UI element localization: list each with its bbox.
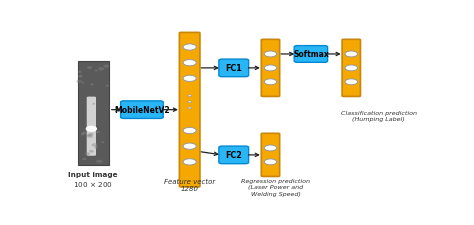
Circle shape	[345, 52, 357, 58]
Circle shape	[86, 153, 90, 155]
Circle shape	[95, 148, 97, 149]
Circle shape	[77, 81, 81, 83]
Circle shape	[82, 133, 86, 134]
Circle shape	[264, 52, 277, 58]
Text: Softmax: Softmax	[293, 50, 329, 59]
Text: 100 $\times$ 200: 100 $\times$ 200	[73, 180, 113, 188]
Circle shape	[345, 79, 357, 85]
FancyBboxPatch shape	[294, 46, 328, 63]
Circle shape	[90, 134, 93, 135]
Text: 1280: 1280	[181, 186, 199, 191]
FancyBboxPatch shape	[179, 33, 200, 187]
Circle shape	[188, 108, 191, 109]
FancyBboxPatch shape	[120, 101, 163, 119]
Circle shape	[106, 86, 109, 87]
Text: MobileNetV2: MobileNetV2	[114, 106, 170, 115]
Circle shape	[93, 104, 94, 105]
Circle shape	[183, 76, 196, 82]
Circle shape	[264, 145, 277, 151]
Circle shape	[99, 68, 104, 71]
Circle shape	[83, 159, 86, 160]
FancyBboxPatch shape	[78, 62, 109, 166]
Circle shape	[264, 79, 277, 85]
Circle shape	[183, 60, 196, 67]
Circle shape	[79, 72, 81, 73]
Circle shape	[183, 159, 196, 165]
Circle shape	[97, 161, 102, 163]
FancyBboxPatch shape	[219, 60, 249, 77]
Text: FC2: FC2	[225, 151, 242, 160]
Circle shape	[88, 135, 92, 138]
Circle shape	[183, 45, 196, 51]
Circle shape	[95, 71, 97, 72]
FancyBboxPatch shape	[219, 146, 249, 164]
Circle shape	[104, 66, 109, 68]
FancyBboxPatch shape	[261, 40, 280, 97]
FancyBboxPatch shape	[87, 97, 96, 156]
Circle shape	[90, 151, 93, 152]
Circle shape	[188, 95, 191, 97]
Circle shape	[87, 135, 91, 136]
Circle shape	[264, 159, 277, 165]
Circle shape	[82, 134, 84, 135]
Circle shape	[95, 146, 97, 147]
Text: Regression prediction
(Laser Power and
Welding Speed): Regression prediction (Laser Power and W…	[241, 178, 310, 196]
Circle shape	[82, 83, 84, 84]
Circle shape	[96, 132, 100, 133]
Circle shape	[88, 67, 91, 69]
Text: Input image: Input image	[68, 171, 118, 177]
Circle shape	[91, 84, 93, 86]
Circle shape	[86, 127, 96, 132]
Text: Classification prediction
(Humping Label): Classification prediction (Humping Label…	[341, 110, 417, 122]
Circle shape	[79, 76, 82, 78]
FancyBboxPatch shape	[261, 134, 280, 177]
Circle shape	[92, 144, 97, 146]
Text: Feature vector: Feature vector	[164, 179, 215, 184]
Circle shape	[188, 101, 191, 103]
Circle shape	[345, 66, 357, 72]
Circle shape	[102, 142, 104, 143]
FancyBboxPatch shape	[342, 40, 360, 97]
Circle shape	[183, 128, 196, 134]
Circle shape	[264, 66, 277, 72]
Text: FC1: FC1	[225, 64, 242, 73]
Circle shape	[183, 143, 196, 150]
